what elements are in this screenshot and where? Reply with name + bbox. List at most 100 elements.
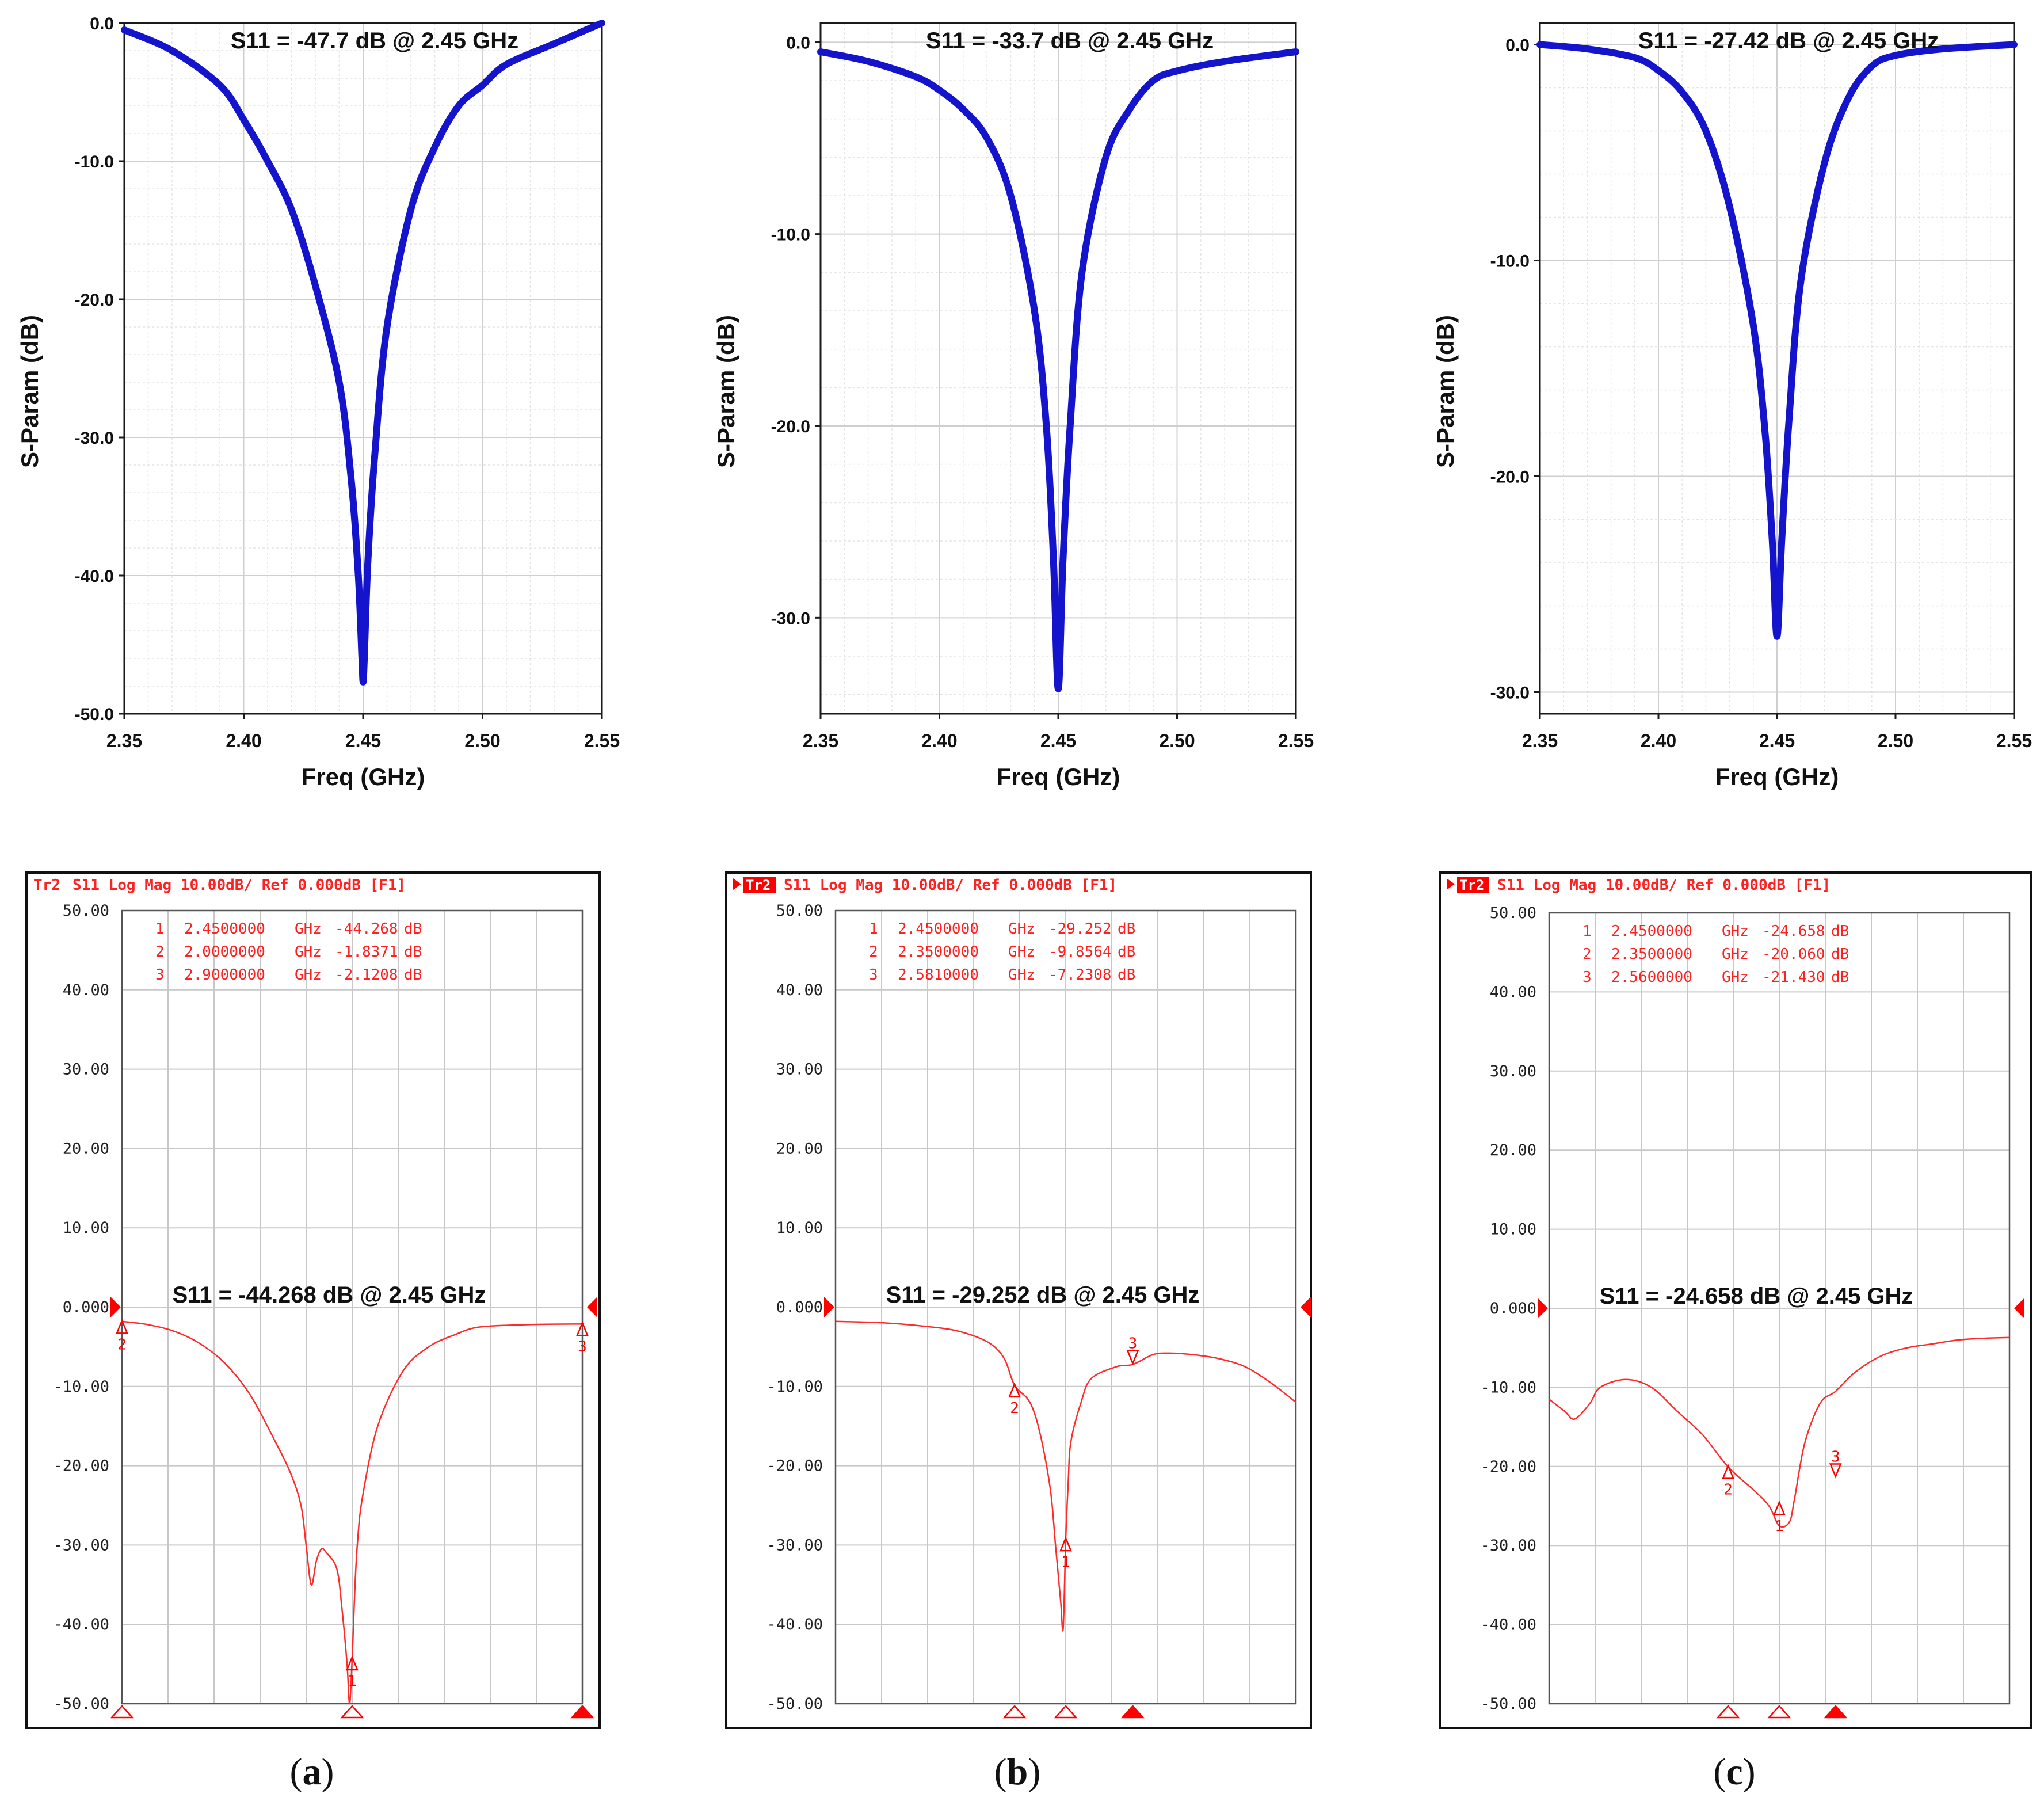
caption-letter: c — [1726, 1751, 1742, 1793]
marker-table-unit-db: dB — [404, 943, 422, 961]
marker-table-unit-db: dB — [404, 920, 422, 938]
chart-title: S11 = -27.42 dB @ 2.45 GHz — [1638, 28, 1939, 54]
stimulus-marker — [1823, 1705, 1848, 1719]
y-tick-label: -40.00 — [53, 1616, 109, 1633]
caption-close: ) — [1028, 1751, 1040, 1793]
x-tick-label: 2.35 — [106, 730, 142, 751]
marker-table-id: 3 — [1582, 969, 1592, 986]
y-tick-label: 30.00 — [776, 1061, 823, 1079]
vna-chart-a: Tr2 S11 Log Mag 10.00dB/ Ref 0.000dB [F1]… — [25, 871, 601, 1729]
header-trace-label: Tr2 — [33, 877, 60, 894]
marker-table-value: -9.8564 — [1048, 943, 1112, 961]
instrument-frame — [725, 871, 1312, 1729]
marker-table-id: 1 — [869, 920, 878, 938]
y-tick-label: 50.00 — [63, 902, 109, 920]
y-tick-label: 40.00 — [776, 981, 823, 999]
stimulus-marker — [1002, 1705, 1027, 1719]
marker-table-unit-db: dB — [1118, 920, 1135, 938]
y-tick-label: -40.00 — [1480, 1616, 1536, 1634]
panel-caption-b: (b) — [994, 1751, 1041, 1793]
x-axis-label: Freq (GHz) — [997, 763, 1120, 790]
marker-table-unit-ghz: GHz — [1722, 946, 1749, 963]
caption-open: ( — [994, 1751, 1007, 1793]
header-trace-badge — [1457, 877, 1489, 893]
y-tick-label: -30.0 — [1490, 684, 1530, 703]
plot-frame — [121, 909, 584, 1705]
marker-table-freq: 2.4500000 — [898, 920, 979, 938]
x-tick-label: 2.45 — [1040, 730, 1076, 751]
y-tick-label: 40.00 — [63, 981, 109, 999]
sim-chart-a: 0.0 -10.0 -20.0 -30.0 -40.0 -50.0 2.35 2.40 2.45… — [16, 14, 620, 790]
y-tick-label: -40.00 — [766, 1616, 823, 1633]
stimulus-marker — [1054, 1705, 1078, 1719]
marker-table-unit-ghz: GHz — [1722, 923, 1749, 940]
caption-close: ) — [322, 1751, 334, 1793]
x-tick-label: 2.35 — [1522, 730, 1558, 751]
marker-table-value: -21.430 — [1762, 969, 1825, 986]
marker-number: 2 — [1010, 1400, 1019, 1417]
header-text: S11 Log Mag 10.00dB/ Ref 0.000dB [F1] — [1497, 877, 1831, 894]
x-tick-label: 2.50 — [464, 730, 500, 751]
marker-triangle — [576, 1320, 589, 1336]
marker-table-value: -1.8371 — [335, 943, 398, 961]
header-trace-badge — [743, 877, 776, 893]
ref-level-left-arrow — [110, 1297, 121, 1317]
marker-table-freq: 2.4500000 — [1611, 923, 1692, 940]
header-text: S11 Log Mag 10.00dB/ Ref 0.000dB [F1] — [73, 877, 406, 894]
stimulus-marker — [1120, 1705, 1145, 1719]
y-tick-label: 10.00 — [63, 1219, 109, 1237]
marker-table-unit-ghz: GHz — [1008, 943, 1035, 961]
ref-level-left-arrow — [1538, 1298, 1548, 1319]
y-tick-label: -30.0 — [75, 429, 114, 448]
stimulus-marker — [340, 1705, 364, 1719]
y-tick-label: -50.00 — [53, 1695, 109, 1713]
y-tick-label: 10.00 — [1490, 1221, 1536, 1239]
sim-chart-b: 0.0 -10.0 -20.0 -30.0 2.35 2.40 2.45 2.50 2.55 Fr… — [712, 22, 1314, 790]
series-line-s11 — [835, 1320, 1296, 1632]
plot-frame — [834, 909, 1297, 1705]
ref-level-right-arrow — [1301, 1297, 1311, 1317]
x-tick-label: 2.50 — [1878, 730, 1913, 751]
header-trace-label: Tr2 — [746, 877, 771, 893]
marker-table-id: 1 — [155, 920, 165, 938]
y-tick-label: -20.0 — [75, 291, 114, 310]
header-trace-label: Tr2 — [1459, 877, 1484, 893]
y-tick-label: -40.0 — [75, 567, 114, 586]
y-tick-label: -10.0 — [771, 226, 810, 245]
marker-table-freq: 2.3500000 — [898, 943, 979, 961]
marker-table-freq: 2.5600000 — [1611, 969, 1692, 986]
y-tick-label: -50.00 — [1480, 1695, 1536, 1713]
y-tick-label: 20.00 — [63, 1140, 109, 1157]
caption-open: ( — [1713, 1751, 1726, 1793]
chart-title: S11 = -33.7 dB @ 2.45 GHz — [926, 28, 1214, 54]
stimulus-marker — [1716, 1705, 1740, 1719]
y-axis-label: S-Param (dB) — [16, 315, 43, 468]
marker-table-unit-ghz: GHz — [295, 966, 322, 984]
x-axis-label: Freq (GHz) — [302, 763, 425, 790]
y-tick-label: -30.00 — [1480, 1537, 1536, 1555]
y-tick-label: 0.000 — [63, 1298, 109, 1316]
y-tick-label: -10.00 — [1480, 1378, 1536, 1396]
x-tick-label: 2.55 — [584, 730, 620, 751]
marker-table-value: -7.2308 — [1048, 966, 1112, 984]
marker-table-value: -29.252 — [1048, 920, 1112, 938]
marker-table-value: -20.060 — [1762, 946, 1825, 963]
y-tick-label: -50.0 — [75, 705, 114, 724]
marker-table-unit-db: dB — [1831, 923, 1849, 940]
marker-triangle — [1829, 1463, 1842, 1479]
panel-caption-a: (a) — [290, 1751, 334, 1793]
marker-triangle — [1008, 1382, 1021, 1398]
x-tick-label: 2.35 — [803, 730, 838, 751]
marker-table-unit-db: dB — [1831, 946, 1849, 963]
marker-table-unit-db: dB — [1831, 969, 1849, 986]
marker-triangle — [1773, 1500, 1786, 1516]
vna-chart-b: Tr2 S11 Log Mag 10.00dB/ Ref 0.000dB [F1]… — [725, 871, 1312, 1729]
y-tick-label: -50.00 — [766, 1695, 823, 1713]
ref-level-right-arrow — [2014, 1298, 2024, 1319]
y-tick-label: 0.0 — [90, 14, 114, 33]
caption-close: ) — [1743, 1751, 1756, 1793]
caption-letter: a — [303, 1751, 322, 1793]
y-tick-label: -30.0 — [771, 609, 810, 628]
y-tick-label: 30.00 — [63, 1061, 109, 1079]
stimulus-marker — [110, 1705, 134, 1719]
